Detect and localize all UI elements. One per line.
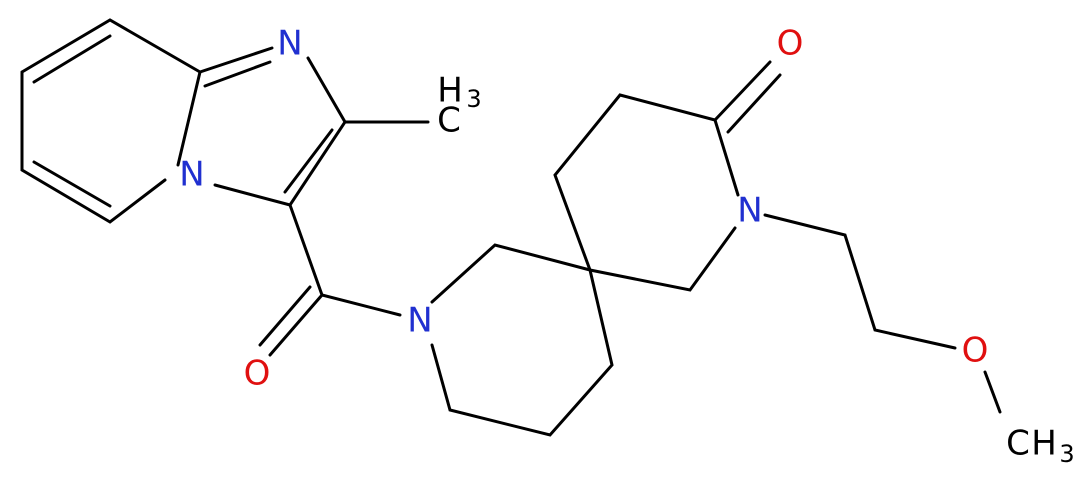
methyl-sub: 3 (1059, 440, 1074, 468)
atom-label: O (244, 354, 271, 394)
atom-labels: N N N N O O O (179, 24, 988, 394)
methyl-c: C (437, 101, 461, 141)
methyl-h: H (1031, 424, 1057, 464)
atom-label: N (179, 155, 204, 195)
bonds (20, 18, 1002, 437)
methyl-top: C H 3 (437, 71, 482, 141)
atom-label: O (962, 331, 989, 371)
methyl-h: H (437, 71, 463, 111)
atom-label: N (407, 301, 432, 341)
atom-label: N (277, 24, 302, 64)
methyl-sub: 3 (466, 85, 481, 113)
atom-label: O (777, 24, 804, 64)
methyl-c: C (1006, 424, 1030, 464)
atom-label: N (737, 191, 762, 231)
methyl-bottom: C H 3 (1006, 424, 1075, 469)
